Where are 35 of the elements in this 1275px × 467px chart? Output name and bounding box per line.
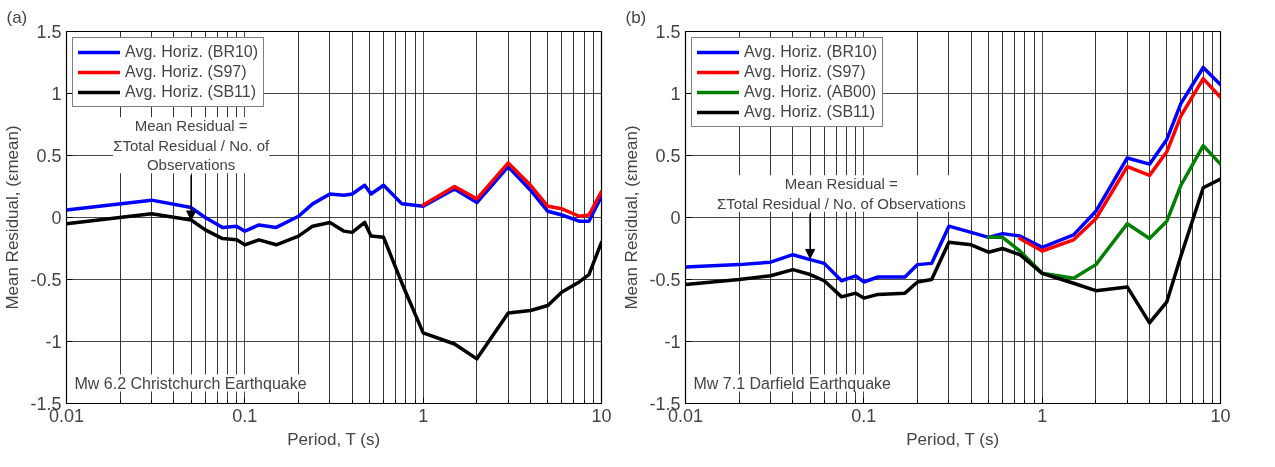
y-tick-label: 1 [670,84,681,104]
y-axis-title: Mean Residual, (εmean) [3,125,23,310]
y-axis-title: Mean Residual, (εmean) [622,125,642,310]
y-tick-label: -1 [664,332,681,352]
x-axis-title: Period, T (s) [287,429,381,449]
annotation: Mw 6.2 Christchurch Earthquake [74,374,307,392]
y-tick-label: -0.5 [30,270,62,290]
y-tick-label: 1.5 [655,22,681,42]
x-tick-label: 10 [591,405,612,426]
legend-label: Avg. Horiz. (SB11) [744,103,876,121]
x-tick-label: 10 [1210,405,1231,426]
x-axis-title: Period, T (s) [906,429,1000,449]
legend-label: Avg. Horiz. (S97) [744,63,866,81]
legend-label: Avg. Horiz. (AB00) [744,83,877,101]
y-tick-label: 0 [670,208,681,228]
x-tick-label: 1 [1037,405,1048,426]
y-tick-label: 1.5 [36,22,62,42]
annotation: Mean Residual = ΣTotal Residual / No. of Observations [717,175,966,212]
chart-title: (a) [6,7,28,27]
x-tick-label: 0.1 [851,405,877,426]
x-tick-label: 0.1 [232,405,258,426]
legend-label: Avg. Horiz. (SB11) [125,83,257,101]
y-tick-label: -0.5 [649,270,681,290]
annotation: Mw 7.1 Darfield Earthquake [693,374,892,392]
legend-label: Avg. Horiz. (BR10) [744,43,878,61]
y-tick-label: 1 [51,84,62,104]
y-tick-label: 0.5 [36,146,62,166]
chart-title: (b) [625,7,647,27]
annotation: Mean Residual = ΣTotal Residual / No. of Observations [113,117,270,174]
legend-label: Avg. Horiz. (BR10) [125,43,259,61]
y-tick-label: 0 [51,208,62,228]
x-tick-label: 1 [418,405,429,426]
y-tick-label: -1 [45,332,62,352]
y-tick-label: 0.5 [655,146,681,166]
legend-label: Avg. Horiz. (S97) [125,63,247,81]
